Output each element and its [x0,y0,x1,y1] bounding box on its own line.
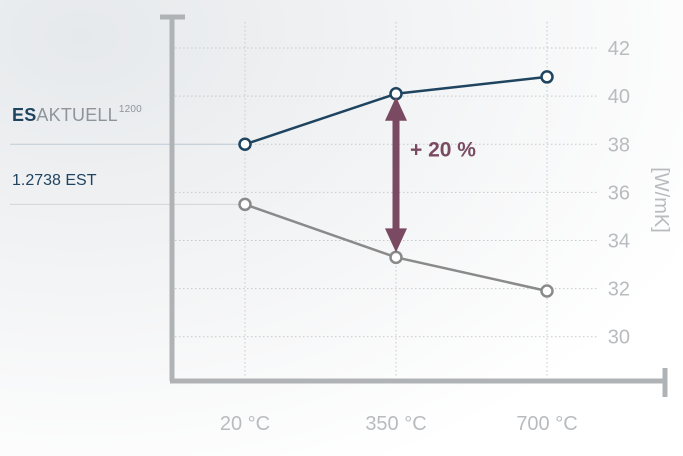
series-0-point-2 [540,70,554,84]
series-label-1-2738-est: 1.2738 EST [12,172,97,189]
series-0-point-0 [238,137,252,152]
grid-lines [175,22,598,378]
series-leader-lines [10,143,239,205]
y-tick-label-32: 32 [608,279,630,301]
series-1-point-2 [540,284,554,298]
annotation-arrow-head-down [385,228,407,253]
annotation-arrow-head-up [385,96,407,121]
y-tick-label-40: 40 [608,86,630,108]
y-tick-label-36: 36 [608,182,630,204]
series-1-point-1 [389,250,403,265]
series-group [238,70,554,298]
y-tick-label-30: 30 [608,327,630,349]
series-label-esaktuell-rest: AKTUELL [36,105,118,125]
x-tick-labels: 20 °C 350 °C 700 °C [220,413,578,435]
y-tick-label-42: 42 [608,38,630,60]
y-tick-label-38: 38 [608,134,630,156]
x-tick-label-0: 20 °C [220,413,270,435]
series-label-esaktuell-bold: ES [12,105,37,125]
y-axis-title: [W/mK] [650,167,672,233]
y-tick-labels: 30 32 34 36 38 40 42 [608,38,630,349]
series-label-esaktuell-sup: 1200 [118,104,142,115]
annotation-label: + 20 % [410,139,476,162]
x-tick-label-2: 700 °C [516,413,577,435]
series-label-esaktuell: ESAKTUELL1200 [12,104,142,126]
y-tick-label-34: 34 [608,230,630,252]
axes [160,14,668,397]
increase-annotation: + 20 % [385,96,476,253]
series-1-point-0 [238,197,252,212]
x-tick-label-1: 350 °C [365,413,426,435]
